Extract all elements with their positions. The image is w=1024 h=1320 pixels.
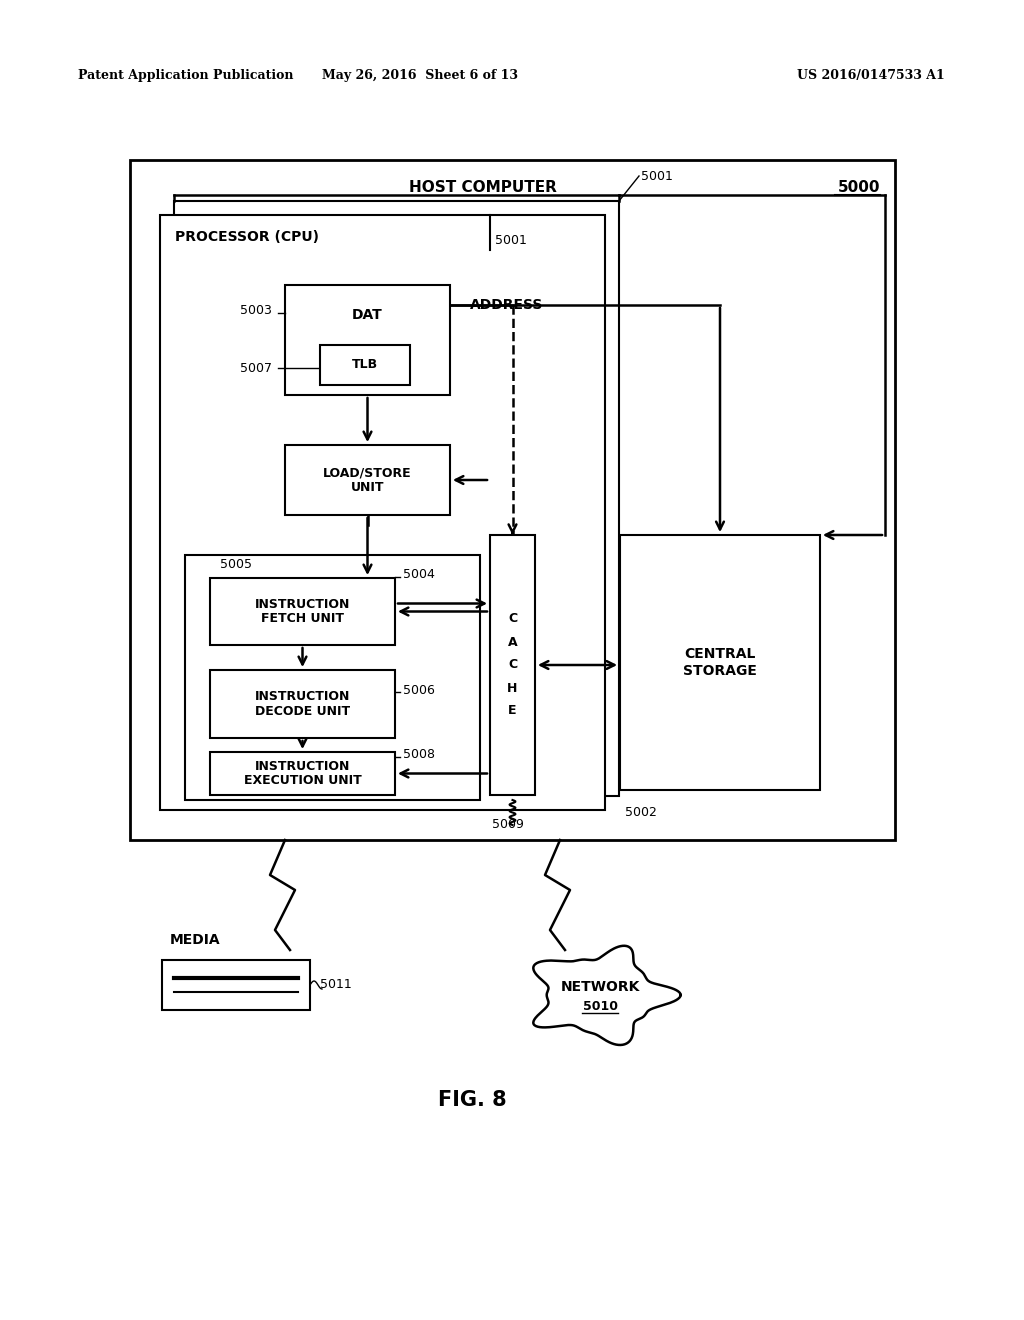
Bar — [285, 445, 450, 515]
Bar — [160, 215, 605, 810]
Bar — [210, 752, 395, 795]
Text: 5009: 5009 — [492, 818, 524, 832]
Text: LOAD/STORE
UNIT: LOAD/STORE UNIT — [324, 466, 412, 494]
Text: DAT: DAT — [352, 308, 383, 322]
Text: 5001: 5001 — [641, 169, 673, 182]
Text: US 2016/0147533 A1: US 2016/0147533 A1 — [798, 69, 945, 82]
Text: 5006: 5006 — [403, 684, 435, 697]
Text: INSTRUCTION
DECODE UNIT: INSTRUCTION DECODE UNIT — [255, 690, 350, 718]
Text: May 26, 2016  Sheet 6 of 13: May 26, 2016 Sheet 6 of 13 — [322, 69, 518, 82]
Text: 5008: 5008 — [403, 748, 435, 762]
Text: TLB: TLB — [352, 359, 378, 371]
Bar — [174, 201, 618, 796]
Text: MEDIA: MEDIA — [170, 933, 220, 946]
Text: 5005: 5005 — [220, 558, 252, 572]
Text: INSTRUCTION
FETCH UNIT: INSTRUCTION FETCH UNIT — [255, 598, 350, 626]
Polygon shape — [534, 945, 681, 1045]
Bar — [319, 345, 410, 385]
Text: 5007: 5007 — [240, 362, 272, 375]
Bar — [210, 578, 395, 645]
Bar — [185, 554, 480, 800]
Bar — [490, 535, 535, 795]
Text: 5000: 5000 — [838, 181, 880, 195]
Text: 5004: 5004 — [403, 569, 435, 582]
Bar — [162, 960, 310, 1010]
Text: INSTRUCTION
EXECUTION UNIT: INSTRUCTION EXECUTION UNIT — [244, 759, 361, 788]
Text: CENTRAL
STORAGE: CENTRAL STORAGE — [683, 647, 757, 677]
Text: NETWORK: NETWORK — [560, 979, 640, 994]
Text: 5002: 5002 — [625, 805, 656, 818]
Text: 5011: 5011 — [319, 978, 352, 991]
Bar — [620, 535, 820, 789]
Text: 5001: 5001 — [495, 234, 527, 247]
Text: 5010: 5010 — [583, 1001, 617, 1014]
Text: ADDRESS: ADDRESS — [470, 298, 544, 312]
Text: HOST COMPUTER: HOST COMPUTER — [409, 181, 556, 195]
Text: 5003: 5003 — [240, 304, 272, 317]
Bar — [285, 285, 450, 395]
Text: FIG. 8: FIG. 8 — [437, 1090, 506, 1110]
Text: C
A
C
H
E: C A C H E — [507, 612, 518, 718]
Text: PROCESSOR (CPU): PROCESSOR (CPU) — [175, 230, 319, 244]
Bar — [130, 160, 895, 840]
Text: Patent Application Publication: Patent Application Publication — [78, 69, 294, 82]
Bar — [210, 671, 395, 738]
